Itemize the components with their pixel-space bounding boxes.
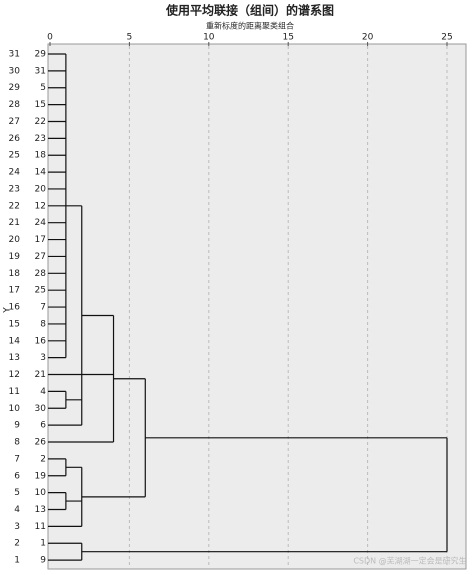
- row-label: 7: [14, 454, 20, 464]
- row-label: 12: [9, 370, 20, 380]
- case-label: 15: [35, 100, 46, 110]
- x-tick-label: 0: [47, 33, 53, 43]
- row-label: 3: [14, 522, 20, 532]
- row-label: 1: [14, 556, 20, 566]
- case-label: 30: [35, 404, 47, 414]
- case-label: 12: [35, 201, 46, 211]
- row-label: 28: [9, 100, 21, 110]
- case-label: 14: [35, 168, 47, 178]
- case-label: 1: [40, 539, 46, 549]
- row-label: 30: [9, 66, 21, 76]
- case-label: 5: [40, 83, 46, 93]
- y-axis-label: Y: [3, 307, 13, 314]
- case-label: 4: [40, 387, 46, 397]
- case-label: 3: [40, 353, 46, 363]
- row-label: 20: [9, 235, 21, 245]
- case-label: 17: [35, 235, 46, 245]
- case-label: 25: [35, 286, 46, 296]
- case-label: 21: [35, 370, 46, 380]
- case-label: 19: [35, 471, 47, 481]
- row-label: 8: [14, 438, 20, 448]
- chart-subtitle: 重新标度的距离聚类组合: [206, 21, 294, 31]
- x-tick-label: 5: [127, 33, 133, 43]
- row-label: 31: [9, 50, 20, 60]
- row-label: 11: [9, 387, 20, 397]
- case-label: 26: [35, 438, 47, 448]
- row-label: 24: [9, 168, 21, 178]
- case-label: 20: [35, 184, 47, 194]
- case-label: 10: [35, 488, 47, 498]
- row-label: 17: [9, 286, 20, 296]
- case-label: 16: [35, 336, 47, 346]
- watermark: CSDN @芜湖湖一定会是研究生: [353, 556, 466, 566]
- row-label: 19: [9, 252, 21, 262]
- case-label: 2: [40, 454, 46, 464]
- case-label: 13: [35, 505, 46, 515]
- row-label: 21: [9, 218, 20, 228]
- row-label: 23: [9, 184, 20, 194]
- case-label: 28: [35, 269, 47, 279]
- row-label: 22: [9, 201, 20, 211]
- case-label: 18: [35, 151, 47, 161]
- row-label: 14: [9, 336, 21, 346]
- case-label: 8: [40, 319, 46, 329]
- row-label: 16: [9, 303, 21, 313]
- x-tick-label: 15: [282, 33, 293, 43]
- row-label: 5: [14, 488, 20, 498]
- row-label: 6: [14, 471, 20, 481]
- x-tick-label: 10: [203, 33, 215, 43]
- row-label: 10: [9, 404, 21, 414]
- plot-area: [47, 43, 467, 570]
- row-label: 27: [9, 117, 20, 127]
- case-label: 11: [35, 522, 46, 532]
- case-label: 9: [40, 556, 46, 566]
- case-label: 31: [35, 66, 46, 76]
- case-label: 23: [35, 134, 46, 144]
- x-tick-label: 20: [362, 33, 374, 43]
- row-label: 18: [9, 269, 21, 279]
- row-label: 9: [14, 421, 20, 431]
- x-tick-label: 25: [441, 33, 452, 43]
- row-label: 15: [9, 319, 20, 329]
- case-label: 24: [35, 218, 47, 228]
- row-label: 29: [9, 83, 21, 93]
- case-label: 22: [35, 117, 46, 127]
- case-label: 6: [40, 421, 46, 431]
- row-label: 25: [9, 151, 20, 161]
- row-label: 13: [9, 353, 20, 363]
- row-label: 26: [9, 134, 21, 144]
- case-label: 7: [40, 303, 46, 313]
- chart-title: 使用平均联接（组间）的谱系图: [165, 3, 334, 18]
- row-label: 2: [14, 539, 20, 549]
- case-label: 29: [35, 50, 47, 60]
- case-label: 27: [35, 252, 46, 262]
- row-label: 4: [14, 505, 20, 515]
